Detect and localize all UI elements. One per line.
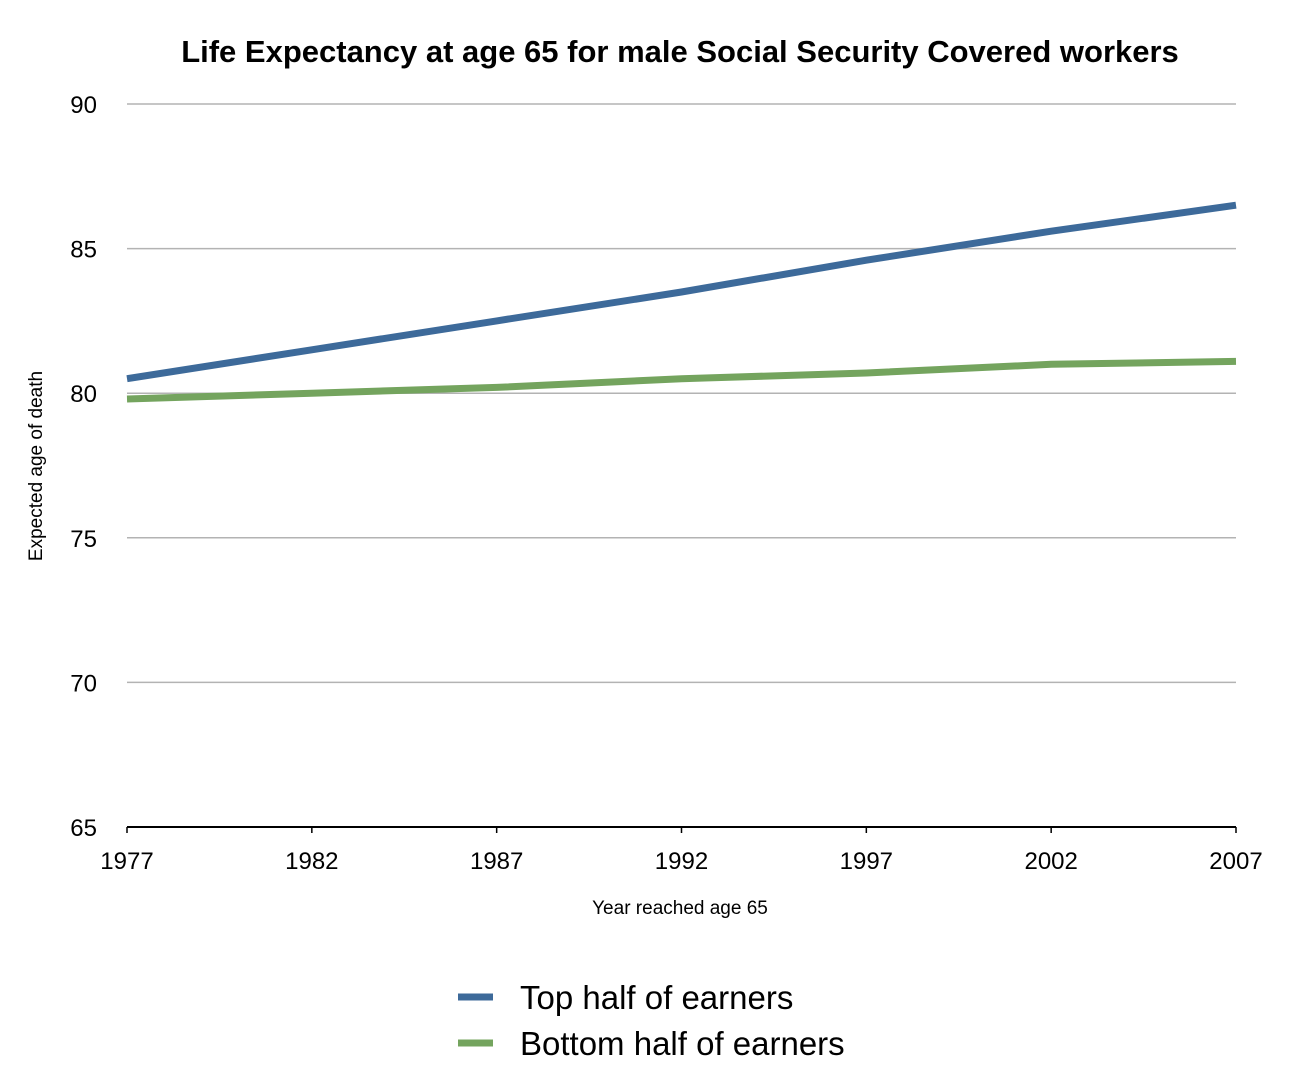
x-axis-ticks: 1977 1982 1987 1992 1997 2002 2007 (100, 827, 1263, 875)
y-axis-label: Expected age of death (26, 371, 47, 561)
legend-label: Top half of earners (520, 979, 793, 1016)
x-tick-label: 1992 (655, 848, 708, 875)
x-tick-label: 2002 (1024, 848, 1077, 875)
y-tick-label: 85 (70, 237, 97, 264)
x-tick-label: 1977 (100, 848, 153, 875)
legend: Top half of earners Bottom half of earner… (458, 979, 845, 1062)
y-tick-label: 75 (70, 526, 97, 553)
y-tick-label: 65 (70, 815, 97, 842)
series-lines (126, 201, 1237, 403)
x-tick-label: 1997 (840, 848, 893, 875)
y-tick-label: 90 (70, 92, 97, 119)
y-tick-label: 80 (70, 381, 97, 408)
y-axis-ticks: 90 85 80 75 70 65 (70, 92, 97, 842)
x-axis-label: Year reached age 65 (592, 898, 768, 919)
series-line-top-half (126, 201, 1237, 383)
x-tick-label: 1987 (470, 848, 523, 875)
series-line-bottom-half (126, 357, 1237, 403)
x-tick-label: 1982 (285, 848, 338, 875)
legend-label: Bottom half of earners (520, 1025, 845, 1062)
x-tick-label: 2007 (1209, 848, 1262, 875)
chart-title: Life Expectancy at age 65 for male Socia… (181, 34, 1179, 69)
y-tick-label: 70 (70, 670, 97, 697)
